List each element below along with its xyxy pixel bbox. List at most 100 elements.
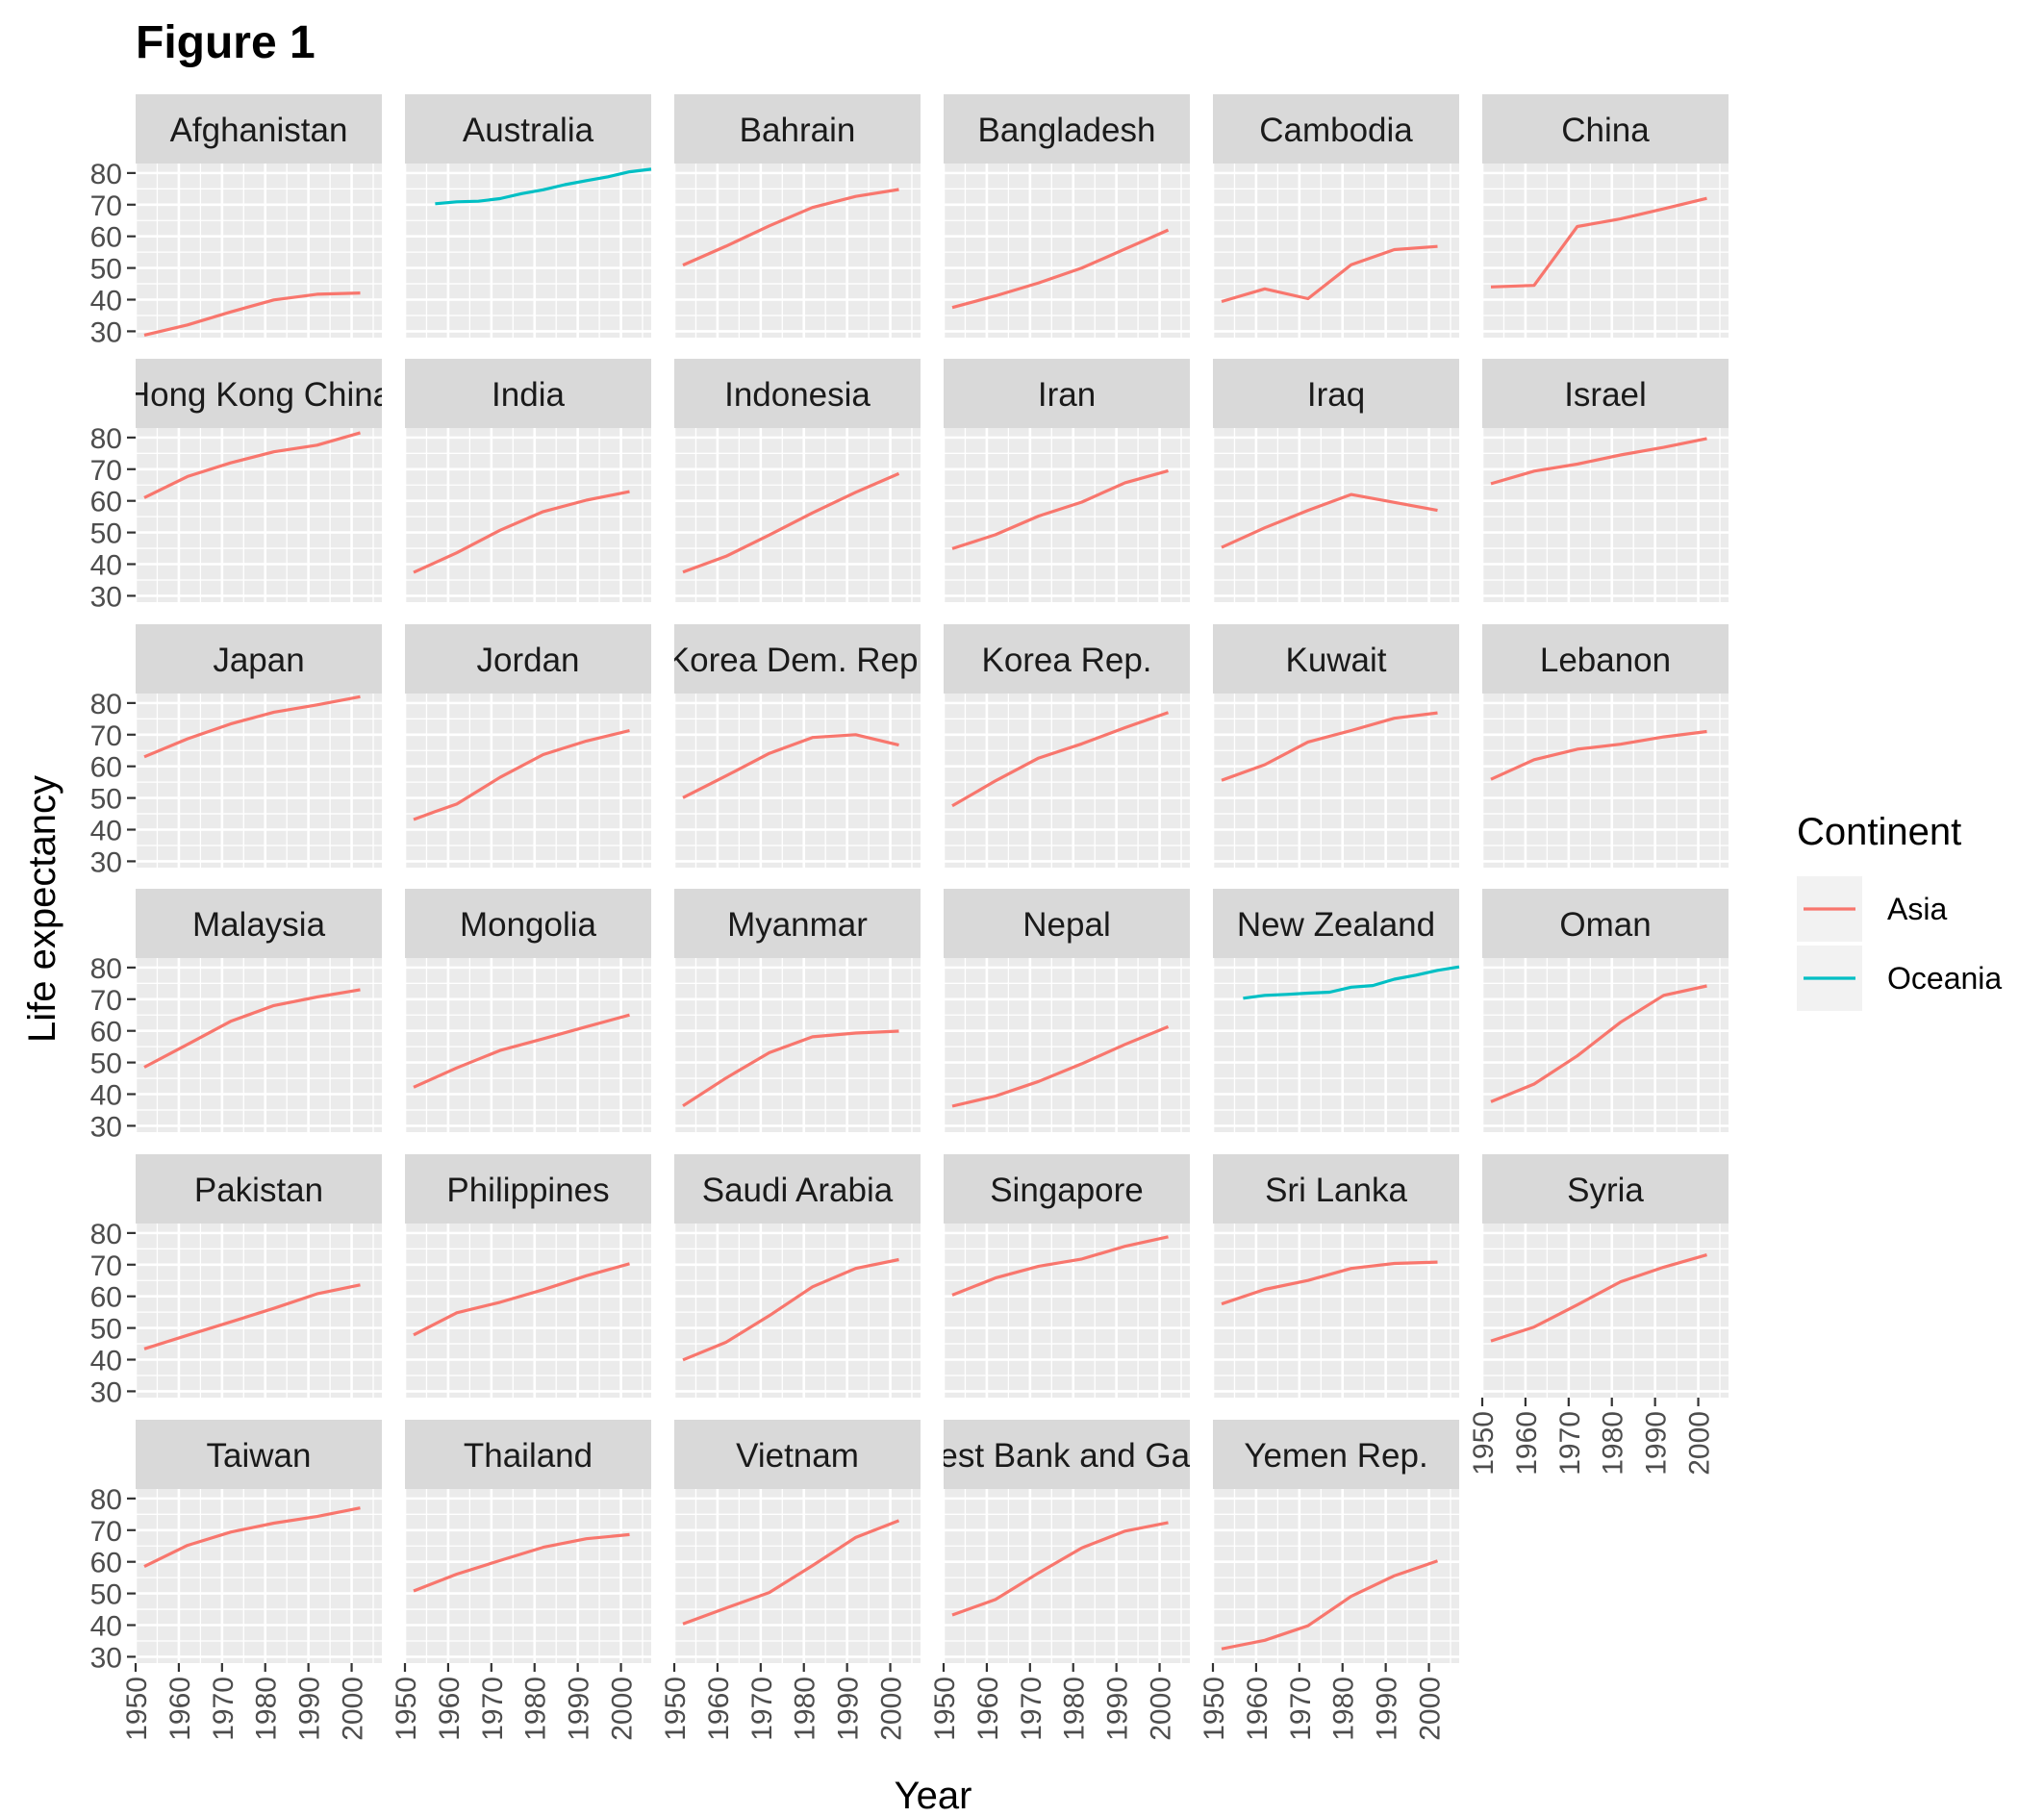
strip-bangladesh — [944, 94, 1190, 164]
y-tick-label: 80 — [90, 423, 122, 455]
panel-background — [1213, 428, 1459, 602]
panel-bangladesh: Bangladesh — [942, 94, 1190, 338]
y-tick-label: 30 — [90, 581, 122, 613]
y-tick-label: 50 — [90, 1048, 122, 1080]
series-line-philippines — [413, 1262, 630, 1337]
series-line-bahrain — [682, 188, 899, 267]
strip-korea-dem-rep — [674, 624, 921, 694]
y-tick-label: 70 — [90, 1250, 122, 1282]
panel-china: China — [1480, 94, 1729, 338]
strip-nepal — [944, 889, 1190, 958]
series-line-cambodia — [1221, 244, 1438, 304]
series-line-pakistan — [143, 1283, 361, 1350]
panel-israel: Israel — [1480, 359, 1729, 602]
panel-korea-rep: Korea Rep. — [942, 624, 1190, 868]
strip-label: Vietnam — [736, 1437, 859, 1475]
panel-lebanon: Lebanon — [1480, 624, 1729, 868]
panel-background — [405, 1489, 651, 1663]
y-tick-label: 40 — [90, 286, 122, 317]
series-line-australia — [435, 167, 652, 206]
y-tick-label: 50 — [90, 1314, 122, 1346]
y-tick-label: 40 — [90, 1611, 122, 1643]
strip-japan — [136, 624, 382, 694]
strip-label: Mongolia — [460, 906, 597, 944]
panel-background — [944, 1224, 1190, 1398]
strip-label: Yemen Rep. — [1244, 1437, 1427, 1475]
y-tick-label: 70 — [90, 985, 122, 1017]
x-tick-label: 1980 — [1059, 1677, 1091, 1741]
series-line-iraq — [1221, 492, 1438, 549]
x-tick-label: 1970 — [1016, 1677, 1047, 1741]
strip-iraq — [1213, 359, 1459, 428]
legend-item-oceania: Oceania — [1797, 946, 2002, 1011]
figure-title: Figure 1 — [136, 17, 315, 68]
x-tick-label: 1990 — [564, 1677, 595, 1741]
x-tick-label: 1950 — [121, 1677, 153, 1741]
panel-background — [136, 694, 382, 868]
x-tick-label: 1970 — [477, 1677, 509, 1741]
panel-syria: Syria 1950 1960 1970 1980 1990 2000 — [1468, 1154, 1729, 1476]
x-tick-label: 1960 — [1511, 1411, 1543, 1476]
series-line-mongolia — [413, 1013, 630, 1089]
strip-label: China — [1561, 112, 1650, 149]
x-tick-label: 1970 — [1285, 1677, 1317, 1741]
panel-background — [674, 1224, 921, 1398]
x-tick-label: 1960 — [434, 1677, 466, 1741]
y-tick-label: 60 — [90, 1282, 122, 1314]
strip-india — [405, 359, 651, 428]
y-tick-label: 50 — [90, 784, 122, 816]
panel-background — [405, 1224, 651, 1398]
strip-label: Sri Lanka — [1265, 1172, 1407, 1209]
x-tick-label: 1950 — [660, 1677, 692, 1741]
strip-label: Korea Dem. Rep. — [668, 642, 927, 679]
strip-jordan — [405, 624, 651, 694]
x-tick-label: 2000 — [1146, 1677, 1177, 1741]
strip-label: Afghanistan — [170, 112, 348, 149]
strip-label: Nepal — [1022, 906, 1110, 944]
panel-australia: Australia — [403, 94, 652, 338]
legend-item-asia: Asia — [1797, 876, 1947, 942]
panel-background — [1482, 1224, 1729, 1398]
x-tick-label: 1960 — [972, 1677, 1004, 1741]
panel-background — [944, 164, 1190, 338]
strip-label: Hong Kong China — [126, 376, 392, 414]
y-tick-label: 60 — [90, 1017, 122, 1048]
legend-label: Oceania — [1887, 961, 2002, 996]
strip-taiwan — [136, 1420, 382, 1489]
panel-background — [405, 694, 651, 868]
y-tick-label: 30 — [90, 316, 122, 348]
y-tick-label: 30 — [90, 1642, 122, 1674]
panel-sri-lanka: Sri Lanka — [1211, 1154, 1459, 1398]
y-tick-label: 70 — [90, 455, 122, 487]
panel-yemen-rep: Yemen Rep. 1950 1960 1970 1980 1990 2000 — [1199, 1420, 1459, 1741]
x-tick-label: 1980 — [790, 1677, 821, 1741]
x-tick-label: 2000 — [876, 1677, 908, 1741]
panel-background — [136, 958, 382, 1132]
x-tick-label: 1960 — [164, 1677, 196, 1741]
legend: Continent Asia Oceania — [1797, 811, 2002, 1011]
series-line-hong-kong-china — [143, 431, 361, 499]
x-tick-label: 2000 — [607, 1677, 639, 1741]
panel-iraq: Iraq — [1211, 359, 1459, 602]
x-tick-label: 1950 — [929, 1677, 961, 1741]
series-line-taiwan — [143, 1506, 361, 1569]
panel-background — [136, 1224, 382, 1398]
panel-background — [1213, 1224, 1459, 1398]
x-tick-label: 1950 — [1199, 1677, 1230, 1741]
x-tick-label: 1960 — [1242, 1677, 1274, 1741]
strip-iran — [944, 359, 1190, 428]
strip-yemen-rep — [1213, 1420, 1459, 1489]
panel-background — [674, 428, 921, 602]
strip-label: Singapore — [990, 1172, 1144, 1209]
strip-vietnam — [674, 1420, 921, 1489]
legend-title: Continent — [1797, 811, 1961, 853]
strip-label: Myanmar — [727, 906, 868, 944]
series-line-india — [413, 490, 630, 574]
strip-indonesia — [674, 359, 921, 428]
strip-sri-lanka — [1213, 1154, 1459, 1224]
strip-saudi-arabia — [674, 1154, 921, 1224]
y-tick-label: 70 — [90, 1516, 122, 1548]
panel-nepal: Nepal — [942, 889, 1190, 1132]
